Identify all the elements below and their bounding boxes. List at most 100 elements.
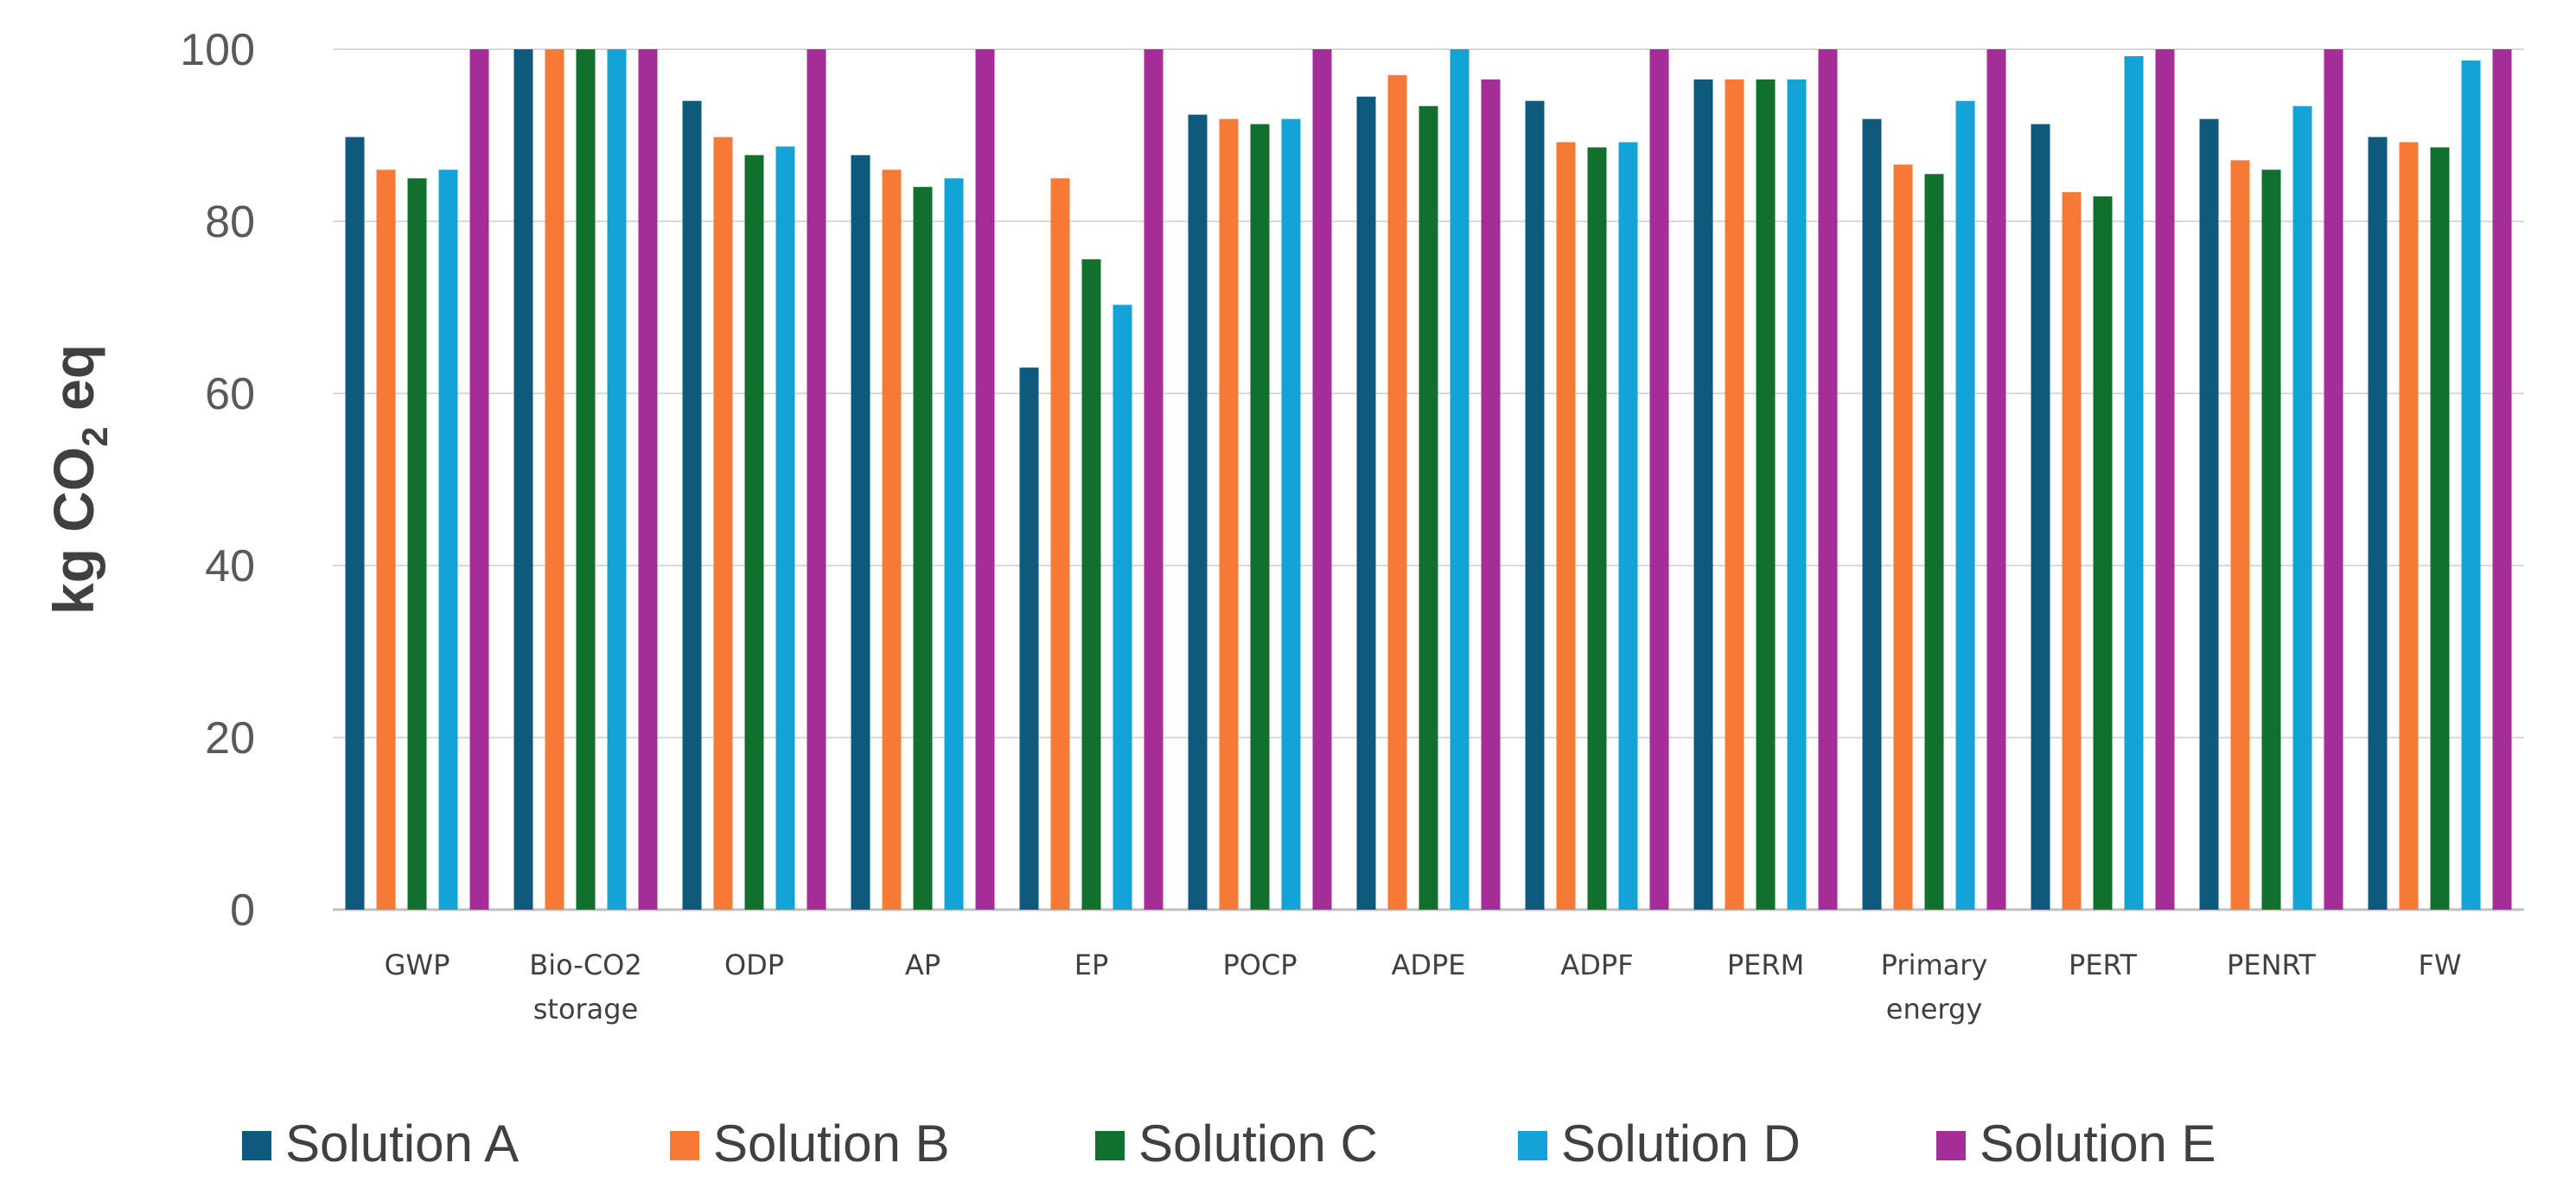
bar-solution-d (775, 146, 795, 910)
y-tick-label: 20 (205, 713, 255, 764)
bar-solution-c (576, 49, 596, 910)
bar-solution-b (2399, 142, 2419, 910)
bar-solution-b (376, 169, 396, 910)
bar-solution-e (975, 49, 995, 910)
bar-solution-e (1312, 49, 1332, 910)
bar-solution-a (1862, 118, 1882, 910)
bar-solution-c (2093, 196, 2113, 910)
bar-solution-d (607, 49, 627, 910)
bar-solution-a (1019, 367, 1039, 910)
legend-swatch (1095, 1131, 1125, 1160)
legend: Solution A Solution B Solution C Solution D… (242, 1115, 2216, 1172)
x-tick-label: GWP (385, 949, 450, 981)
x-tick-label: PERM (1727, 949, 1804, 981)
x-tick-label: Bio-CO2 (529, 949, 641, 981)
bar-solution-e (469, 49, 489, 910)
y-tick-label: 0 (230, 885, 255, 936)
bar-solution-d (1787, 79, 1807, 910)
bar-solution-c (1924, 174, 1944, 910)
y-axis-ticks: 0 20 40 60 80 100 (180, 25, 255, 936)
bar-solution-c (1081, 259, 1101, 910)
bar-solution-b (1050, 178, 1070, 910)
x-tick-label: PERT (2069, 949, 2137, 981)
bar-solution-e (1986, 49, 2006, 910)
bar-solution-b (882, 169, 902, 910)
x-tick-label: FW (2418, 949, 2461, 981)
bar-solution-c (2261, 169, 2281, 910)
x-tick-label: Primary (1881, 949, 1988, 981)
bar-solution-b (2230, 160, 2250, 910)
legend-swatch (1936, 1131, 1966, 1160)
bar-solution-d (944, 178, 964, 910)
bar-solution-a (2031, 124, 2050, 910)
bar-solution-a (2368, 137, 2388, 910)
bar-solution-a (1356, 96, 1376, 910)
bar-solution-d (1113, 304, 1132, 910)
bar-solution-b (1219, 118, 1239, 910)
bar-solution-b (1387, 74, 1407, 910)
bar-solution-a (1693, 79, 1713, 910)
y-tick-label: 40 (205, 541, 255, 591)
bar-solution-b (2062, 192, 2082, 910)
legend-label: Solution B (713, 1115, 950, 1172)
bar-solution-c (407, 178, 427, 910)
bar-solution-d (1281, 118, 1301, 910)
bar-solution-b (713, 137, 733, 910)
legend-label: Solution C (1138, 1115, 1378, 1172)
x-tick-label: energy (1886, 993, 1983, 1025)
bar-solution-b (1725, 79, 1744, 910)
legend-swatch (1518, 1131, 1547, 1160)
bar-solution-e (1818, 49, 1838, 910)
y-axis-label: kg CO2 eq (41, 344, 115, 615)
bar-solution-d (1955, 100, 1975, 910)
bar-solution-d (438, 169, 458, 910)
bar-solution-b (1893, 164, 1913, 910)
bar-solution-a (513, 49, 533, 910)
y-tick-label: 60 (205, 369, 255, 419)
bar-solution-a (2199, 118, 2219, 910)
bar-solution-c (1587, 147, 1607, 910)
bar-solution-d (2124, 55, 2144, 910)
bar-solution-e (2324, 49, 2343, 910)
x-tick-label: PENRT (2227, 949, 2316, 981)
bar-solution-b (1556, 142, 1576, 910)
bar-solution-e (638, 49, 658, 910)
bar-solution-a (682, 100, 702, 910)
x-tick-label: ADPE (1391, 949, 1465, 981)
bar-solution-c (2430, 147, 2450, 910)
x-tick-label: AP (905, 949, 940, 981)
bar-solution-d (1618, 142, 1638, 910)
bar-solution-c (1419, 105, 1438, 910)
bars (345, 49, 2512, 910)
bar-solution-c (1756, 79, 1776, 910)
x-tick-label: POCP (1222, 949, 1297, 981)
bar-solution-c (1250, 124, 1270, 910)
bar-solution-c (744, 155, 764, 910)
x-axis-ticks: GWP Bio-CO2 storage ODP AP EP POCP ADPE ADPF PERM… (385, 949, 2462, 1025)
bar-solution-e (2155, 49, 2175, 910)
y-tick-label: 100 (180, 25, 255, 75)
x-tick-label: ODP (724, 949, 784, 981)
bar-solution-e (1144, 49, 1164, 910)
legend-swatch (242, 1131, 271, 1160)
y-tick-label: 80 (205, 197, 255, 247)
bar-solution-a (1188, 114, 1208, 910)
bar-solution-a (345, 137, 365, 910)
x-tick-label: storage (533, 993, 639, 1025)
legend-label: Solution D (1561, 1115, 1801, 1172)
bar-solution-b (545, 49, 564, 910)
bar-solution-e (1649, 49, 1669, 910)
x-tick-label: EP (1074, 949, 1109, 981)
bar-solution-d (2461, 60, 2481, 910)
bar-solution-c (913, 187, 933, 910)
bar-solution-a (851, 155, 870, 910)
bar-solution-d (1450, 49, 1470, 910)
legend-label: Solution E (1980, 1115, 2216, 1172)
bar-solution-e (2492, 49, 2512, 910)
legend-label: Solution A (285, 1115, 519, 1172)
bar-solution-e (807, 49, 826, 910)
x-tick-label: ADPF (1560, 949, 1633, 981)
bar-solution-a (1525, 100, 1545, 910)
